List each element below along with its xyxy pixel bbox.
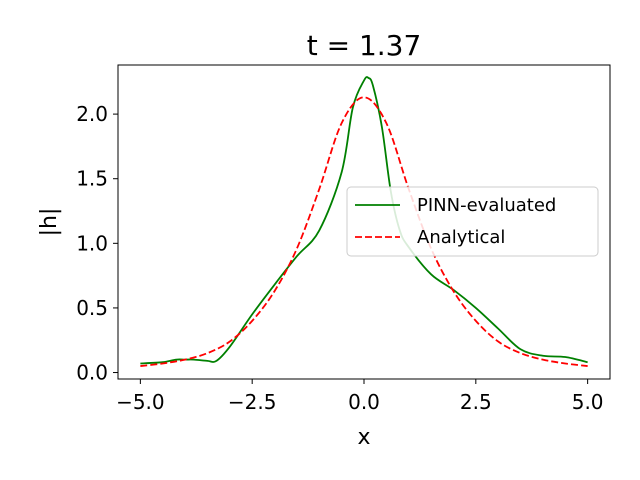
series-layer bbox=[140, 76, 588, 367]
y-tick-label: 1.0 bbox=[76, 231, 108, 255]
chart-title: t = 1.37 bbox=[307, 29, 422, 62]
y-axis-label: |h| bbox=[37, 208, 62, 237]
legend-label: Analytical bbox=[417, 227, 505, 248]
series-line-pinn-evaluated bbox=[140, 76, 588, 365]
x-tick-label: 2.5 bbox=[460, 390, 492, 414]
x-tick-label: −5.0 bbox=[116, 390, 165, 414]
y-tick-label: 0.0 bbox=[76, 361, 108, 385]
y-tick-label: 2.0 bbox=[76, 102, 108, 126]
series-line-analytical bbox=[140, 96, 588, 367]
x-axis-label: x bbox=[357, 425, 370, 450]
legend-label: PINN-evaluated bbox=[417, 195, 556, 216]
x-axis: −5.0 −2.5 0.0 2.5 5.0 bbox=[116, 379, 604, 414]
y-tick-label: 1.5 bbox=[76, 167, 108, 191]
x-tick-label: 0.0 bbox=[348, 390, 380, 414]
x-tick-label: 5.0 bbox=[572, 390, 604, 414]
legend: PINN-evaluated Analytical bbox=[346, 186, 599, 257]
y-tick-label: 0.5 bbox=[76, 296, 108, 320]
y-axis: 0.0 0.5 1.0 1.5 2.0 bbox=[76, 102, 118, 385]
legend-box bbox=[346, 186, 599, 257]
x-tick-label: −2.5 bbox=[228, 390, 277, 414]
